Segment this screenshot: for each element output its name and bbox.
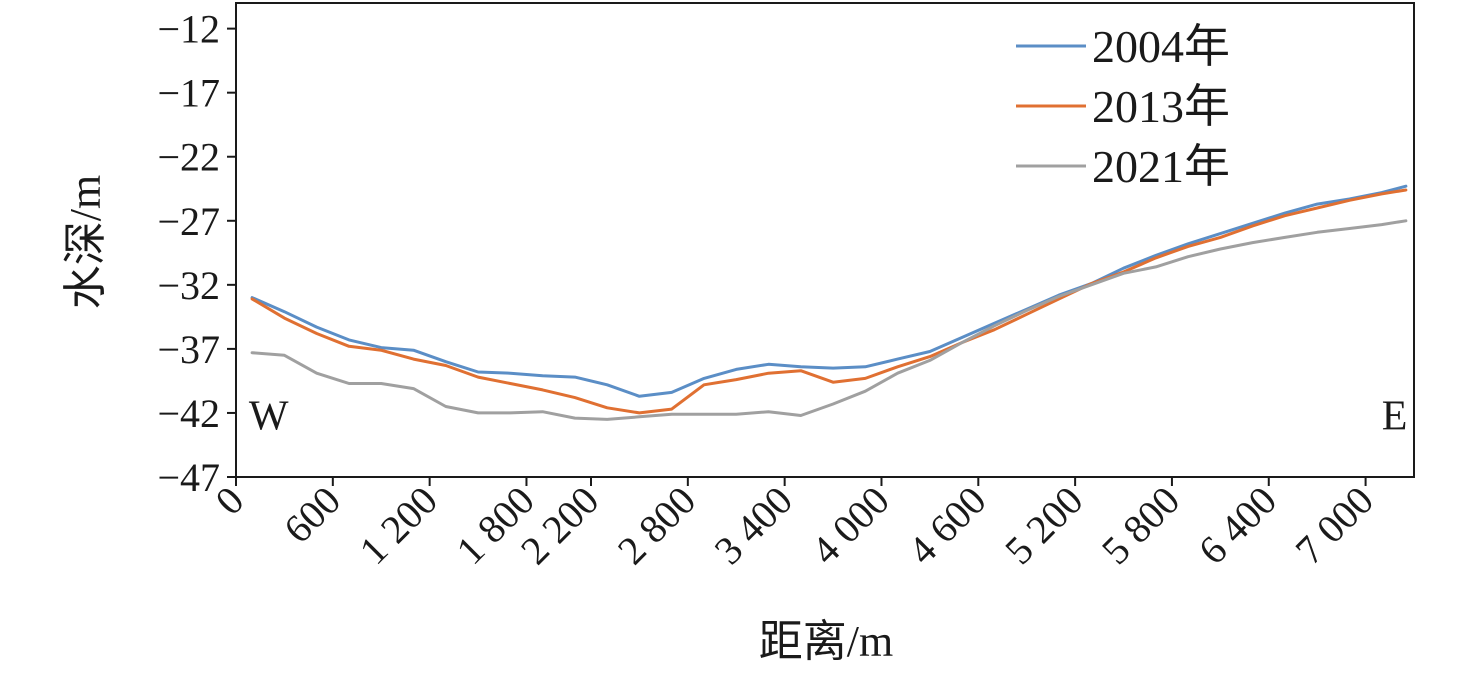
x-tick-label: 0	[206, 478, 252, 524]
y-tick-label: −17	[157, 71, 220, 116]
x-tick-label: 2 800	[609, 478, 704, 573]
x-tick-label: 7 000	[1286, 478, 1381, 573]
series-line-2021	[250, 219, 1408, 421]
plot-area	[235, 2, 1415, 478]
series-line-2004	[250, 184, 1408, 398]
x-tick-label: 1 200	[351, 478, 446, 573]
direction-label-e: E	[1382, 394, 1408, 440]
legend-label: 2004年	[1092, 21, 1230, 72]
y-tick-label: −27	[157, 199, 220, 244]
x-tick-label: 6 400	[1190, 478, 1285, 573]
x-axis-title: 距离/m	[759, 617, 893, 666]
x-tick-label: 4 600	[899, 478, 994, 573]
direction-label-w: W	[249, 394, 289, 440]
y-tick-label: −42	[157, 391, 220, 436]
y-tick-label: −22	[157, 135, 220, 180]
legend: 2004年 2013年 2021年	[1016, 21, 1230, 192]
y-tick-label: −12	[157, 7, 220, 52]
y-tick-label: −37	[157, 327, 220, 372]
series-line-2013	[250, 188, 1408, 415]
y-tick-label: −47	[157, 455, 220, 500]
y-axis: −12 −17 −22 −27 −32 −37 −42 −47	[157, 7, 236, 500]
plot-border	[235, 2, 1415, 478]
y-axis-title: 水深/m	[61, 175, 110, 309]
x-tick-label: 5 800	[1093, 478, 1188, 573]
legend-label: 2021年	[1092, 141, 1230, 192]
x-tick-label: 4 000	[802, 478, 897, 573]
y-tick-label: −32	[157, 263, 220, 308]
x-tick-label: 5 200	[996, 478, 1091, 573]
series-lines	[250, 184, 1408, 421]
x-tick-label: 600	[275, 478, 349, 552]
x-tick-label: 3 400	[706, 478, 801, 573]
legend-label: 2013年	[1092, 81, 1230, 132]
